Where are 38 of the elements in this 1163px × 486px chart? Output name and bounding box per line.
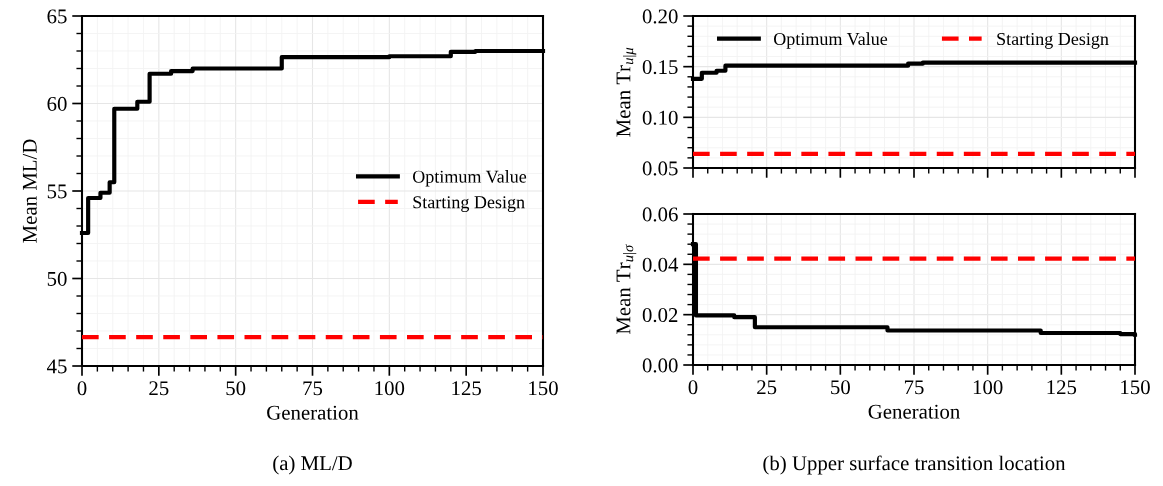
- x-tick-label: 125: [452, 381, 481, 396]
- text: (b) Upper surface transition location: [763, 455, 1066, 475]
- x-tick-label: 150: [1121, 380, 1150, 395]
- y-tick-label: 0.06: [642, 207, 678, 222]
- y-tick-label: 60: [47, 96, 67, 111]
- y-tick-label: 0.00: [642, 358, 678, 373]
- x-tick-label: 0: [77, 381, 87, 396]
- y-tick-label: 0.20: [642, 9, 678, 24]
- y-tick-label: 55: [47, 184, 67, 199]
- legend-label: Starting Design: [997, 32, 1109, 49]
- x-axis-title: Generation: [267, 405, 359, 420]
- x-tick-label: 25: [149, 381, 169, 396]
- x-tick-label: 100: [973, 380, 1003, 395]
- x-tick-label: 125: [1047, 380, 1077, 395]
- x-tick-label: 50: [226, 381, 246, 396]
- x-tick-label: 100: [375, 381, 405, 396]
- y-tick-label: 45: [46, 359, 67, 374]
- x-tick-label: 25: [757, 380, 777, 395]
- y-axis-title: Mean ML/D: [22, 139, 37, 243]
- y-tick-label: 0.05: [642, 161, 678, 176]
- y-tick-label: 65: [47, 9, 67, 24]
- y-tick-label: 0.04: [642, 257, 679, 272]
- legend-label: Optimum Value: [412, 170, 527, 187]
- x-tick-label: 0: [688, 380, 698, 395]
- y-tick-label: 0.02: [642, 308, 678, 323]
- legend-label: Starting Design: [413, 196, 525, 213]
- text: (a) ML/D: [273, 455, 352, 475]
- y-tick-label: 0.15: [642, 60, 678, 75]
- y-axis-title: Mean Tr$_{u|σ}$: [616, 244, 637, 335]
- x-tick-label: 75: [904, 380, 924, 395]
- x-tick-label: 150: [529, 381, 558, 396]
- legend-label: Optimum Value: [773, 32, 888, 49]
- y-tick-label: 0.10: [642, 110, 678, 125]
- y-axis-title: Mean Tr$_{u|μ}$: [616, 47, 637, 137]
- x-axis-title: Generation: [868, 404, 960, 419]
- x-tick-label: 75: [303, 381, 323, 396]
- x-tick-label: 50: [831, 380, 850, 395]
- y-tick-label: 50: [47, 271, 67, 286]
